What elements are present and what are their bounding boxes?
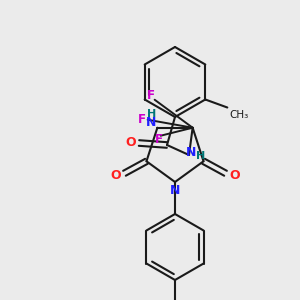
Text: F: F (138, 113, 146, 126)
Text: F: F (147, 89, 154, 102)
Text: N: N (146, 116, 157, 129)
Text: O: O (110, 169, 121, 182)
Text: N: N (186, 146, 196, 158)
Text: O: O (229, 169, 240, 182)
Text: N: N (170, 184, 180, 196)
Text: H: H (147, 109, 156, 119)
Text: O: O (126, 136, 136, 149)
Text: F: F (154, 133, 163, 146)
Text: H: H (196, 151, 206, 161)
Text: CH₃: CH₃ (229, 110, 249, 119)
